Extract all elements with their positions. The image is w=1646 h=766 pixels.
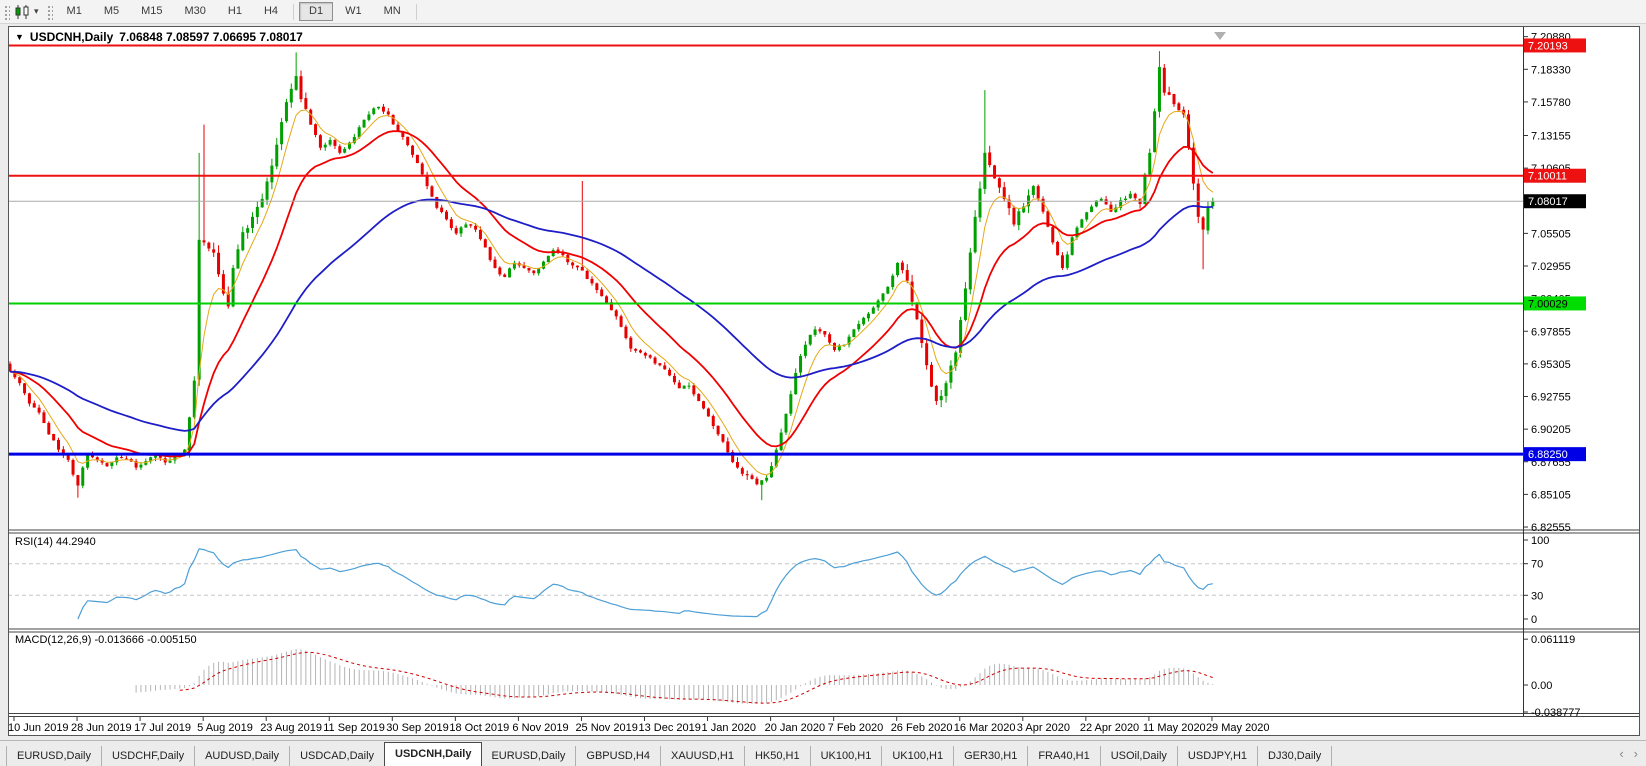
svg-text:7.13155: 7.13155 bbox=[1531, 130, 1571, 142]
svg-text:6.82555: 6.82555 bbox=[1531, 522, 1571, 534]
chart-tab-xauusd-h1[interactable]: XAUUSD,H1 bbox=[661, 746, 745, 766]
svg-text:10 Jun 2019: 10 Jun 2019 bbox=[8, 722, 69, 734]
toolbar-group-separator bbox=[293, 3, 295, 20]
svg-text:6.95305: 6.95305 bbox=[1531, 359, 1571, 371]
timeframe-button-m1[interactable]: M1 bbox=[66, 5, 82, 17]
chart-tab-uk100-h1[interactable]: UK100,H1 bbox=[811, 746, 883, 766]
svg-text:28 Jun 2019: 28 Jun 2019 bbox=[71, 722, 132, 734]
svg-text:7.00029: 7.00029 bbox=[1528, 298, 1568, 310]
svg-text:11 Sep 2019: 11 Sep 2019 bbox=[323, 722, 385, 734]
svg-text:0: 0 bbox=[1531, 614, 1537, 626]
chart-window: 7.208807.183307.157807.131557.106057.080… bbox=[8, 26, 1640, 736]
chart-tab-audusd-daily[interactable]: AUDUSD,Daily bbox=[195, 746, 291, 766]
chart-tab-gbpusd-h4[interactable]: GBPUSD,H4 bbox=[576, 746, 661, 766]
svg-text:6 Nov 2019: 6 Nov 2019 bbox=[512, 722, 568, 734]
svg-text:6.88250: 6.88250 bbox=[1528, 449, 1568, 461]
svg-text:6.90205: 6.90205 bbox=[1531, 424, 1571, 436]
svg-text:16 Mar 2020: 16 Mar 2020 bbox=[954, 722, 1016, 734]
chart-tab-hk50-h1[interactable]: HK50,H1 bbox=[745, 746, 811, 766]
svg-text:7.05505: 7.05505 bbox=[1531, 228, 1571, 240]
svg-text:7.20193: 7.20193 bbox=[1528, 40, 1568, 52]
chart-tab-eurusd-daily[interactable]: EURUSD,Daily bbox=[6, 746, 102, 766]
macd-indicator-label: MACD(12,26,9) -0.013666 -0.005150 bbox=[15, 634, 197, 646]
chart-tab-bar: EURUSD,Daily USDCHF,Daily AUDUSD,Daily USDC… bbox=[0, 740, 1646, 766]
toolbar-drag-handle[interactable] bbox=[3, 3, 10, 20]
svg-text:7 Feb 2020: 7 Feb 2020 bbox=[828, 722, 884, 734]
toolbar-group-separator bbox=[415, 3, 417, 20]
svg-text:22 Apr 2020: 22 Apr 2020 bbox=[1080, 722, 1139, 734]
timeframe-button-h4[interactable]: H4 bbox=[263, 5, 279, 17]
chart-tab-usdchf-daily[interactable]: USDCHF,Daily bbox=[102, 746, 196, 766]
svg-text:17 Jul 2019: 17 Jul 2019 bbox=[134, 722, 191, 734]
svg-text:6.92755: 6.92755 bbox=[1531, 392, 1571, 404]
tab-scroll-right-icon[interactable]: › bbox=[1633, 746, 1638, 761]
timeframe-button-w1[interactable]: W1 bbox=[345, 5, 362, 17]
timeframe-button-mn[interactable]: MN bbox=[383, 5, 401, 17]
chart-context-caret-icon[interactable]: ▼ bbox=[15, 32, 24, 42]
svg-text:70: 70 bbox=[1531, 559, 1543, 571]
chart-tab-usdjpy-h1[interactable]: USDJPY,H1 bbox=[1178, 746, 1259, 766]
svg-text:6.85105: 6.85105 bbox=[1531, 489, 1571, 501]
top-toolbar: ▾ M1 M5 M15 M30 H1 H4 D1 W1 MN bbox=[0, 0, 1646, 24]
chart-tab-eurusd-daily[interactable]: EURUSD,Daily bbox=[481, 746, 577, 766]
svg-text:23 Aug 2019: 23 Aug 2019 bbox=[260, 722, 322, 734]
chart-tabs: EURUSD,Daily USDCHF,Daily AUDUSD,Daily USDC… bbox=[0, 741, 1333, 766]
chart-tab-usdcnh-daily[interactable]: USDCNH,Daily bbox=[384, 742, 483, 766]
svg-text:30 Sep 2019: 30 Sep 2019 bbox=[386, 722, 448, 734]
svg-text:6.97855: 6.97855 bbox=[1531, 326, 1571, 338]
chart-tab-uk100-h1[interactable]: UK100,H1 bbox=[882, 746, 955, 766]
timeframe-button-m15[interactable]: M15 bbox=[141, 5, 163, 17]
svg-text:20 Jan 2020: 20 Jan 2020 bbox=[765, 722, 826, 734]
svg-text:25 Nov 2019: 25 Nov 2019 bbox=[575, 722, 637, 734]
svg-text:18 Oct 2019: 18 Oct 2019 bbox=[449, 722, 509, 734]
svg-text:1 Jan 2020: 1 Jan 2020 bbox=[702, 722, 756, 734]
chart-type-icon[interactable] bbox=[13, 4, 33, 20]
chart-tab-usdcad-daily[interactable]: USDCAD,Daily bbox=[290, 746, 386, 766]
chart-tab-dj30-daily[interactable]: DJ30,Daily bbox=[1258, 746, 1333, 766]
timeframe-button-row: M1 M5 M15 M30 H1 H4 D1 W1 MN bbox=[56, 0, 421, 23]
chart-symbol-period: USDCNH,Daily bbox=[29, 30, 114, 44]
svg-text:29 May 2020: 29 May 2020 bbox=[1206, 722, 1270, 734]
price-chart-canvas[interactable]: 7.208807.183307.157807.131557.106057.080… bbox=[8, 26, 1640, 736]
chart-type-dropdown-caret-icon[interactable]: ▾ bbox=[34, 6, 39, 16]
svg-text:-0.038777: -0.038777 bbox=[1531, 707, 1581, 719]
svg-text:5 Aug 2019: 5 Aug 2019 bbox=[197, 722, 253, 734]
timeframe-button-h1[interactable]: H1 bbox=[227, 5, 242, 17]
timeframe-button-d1[interactable]: D1 bbox=[299, 2, 334, 21]
svg-text:7.18330: 7.18330 bbox=[1531, 64, 1571, 76]
svg-text:7.02955: 7.02955 bbox=[1531, 261, 1571, 273]
svg-text:30: 30 bbox=[1531, 590, 1543, 602]
chart-tab-usoil-daily[interactable]: USOil,Daily bbox=[1101, 746, 1178, 766]
svg-text:13 Dec 2019: 13 Dec 2019 bbox=[639, 722, 701, 734]
svg-text:3 Apr 2020: 3 Apr 2020 bbox=[1017, 722, 1070, 734]
chart-tab-fra40-h1[interactable]: FRA40,H1 bbox=[1028, 746, 1101, 766]
svg-text:26 Feb 2020: 26 Feb 2020 bbox=[891, 722, 953, 734]
svg-text:100: 100 bbox=[1531, 535, 1549, 547]
chart-ohlc-values: 7.06848 7.08597 7.06695 7.08017 bbox=[119, 30, 303, 44]
chart-title: ▼ USDCNH,Daily 7.06848 7.08597 7.06695 7… bbox=[15, 30, 303, 44]
tab-scroll-nav: ‹ › bbox=[1619, 746, 1638, 761]
svg-text:7.08017: 7.08017 bbox=[1528, 196, 1568, 208]
svg-text:7.10011: 7.10011 bbox=[1528, 171, 1567, 183]
chart-tab-ger30-h1[interactable]: GER30,H1 bbox=[954, 746, 1029, 766]
tab-scroll-left-icon[interactable]: ‹ bbox=[1619, 746, 1624, 761]
timeframe-button-m5[interactable]: M5 bbox=[103, 5, 120, 17]
rsi-indicator-label: RSI(14) 44.2940 bbox=[15, 536, 96, 548]
svg-text:7.15780: 7.15780 bbox=[1531, 97, 1571, 109]
svg-text:0.00: 0.00 bbox=[1531, 680, 1552, 692]
timeframes-drag-handle[interactable] bbox=[45, 3, 53, 20]
svg-text:0.061119: 0.061119 bbox=[1531, 634, 1575, 646]
svg-text:11 May 2020: 11 May 2020 bbox=[1143, 722, 1206, 734]
timeframe-button-m30[interactable]: M30 bbox=[184, 5, 206, 17]
